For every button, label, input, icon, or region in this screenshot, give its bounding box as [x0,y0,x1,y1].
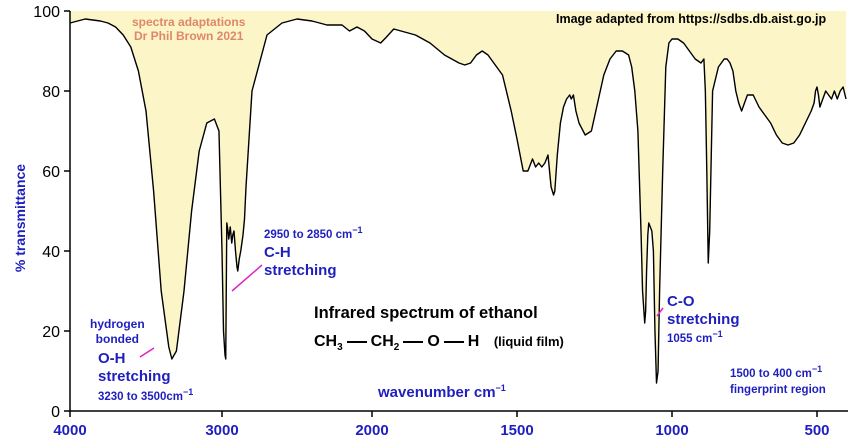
co-label-line-2: stretching [667,311,740,328]
credit-line-1: spectra adaptations [132,15,246,29]
oh-range-text: 3230 to 3500cm [98,390,184,403]
oh-stretching-label: O-H stretching [98,350,171,386]
x-tick-label: 500 [804,422,829,439]
formula-o: O [427,333,440,350]
co-value-label: 1055 cm−1 [667,329,723,345]
oh-bonded-line-1: hydrogen [90,317,145,331]
credit-text: spectra adaptations Dr Phil Brown 2021 [132,15,245,43]
co-value-unit: −1 [712,329,723,339]
plot-layer [69,11,847,384]
formula-bond-2 [403,340,424,343]
formula-h: H [467,333,480,350]
y-tick-label: 80 [42,84,60,101]
y-tick-label: 20 [42,324,60,341]
formula-ch3-sub: 3 [337,342,343,354]
x-tick-label: 4000 [53,422,86,439]
ch-range-unit: −1 [352,225,363,235]
x-axis-label: wavenumber cm−1 [378,383,506,401]
y-tick-label: 40 [42,244,60,261]
x-tick-label: 1000 [655,422,688,439]
y-tick-label: 60 [42,164,60,181]
formula-ch2-sub: 2 [393,342,400,354]
x-tick-label: 3000 [205,422,238,439]
x-axis-label-unit: −1 [495,383,506,393]
fp-range-unit: −1 [811,364,823,374]
y-axis-label: % transmittance [12,163,28,273]
y-tick-label: 100 [33,4,60,21]
ch-stretching-label: C-H stretching [264,244,337,280]
fp-label-text: fingerprint region [730,383,826,396]
oh-pointer-line [139,347,155,358]
y-tick-label: 0 [51,404,60,421]
spectrum-line [69,18,847,384]
oh-bonded-line-2: bonded [95,332,139,346]
oh-bonded-label: hydrogen bonded [90,317,145,347]
ch-range-text: 2950 to 2850 cm [264,228,353,241]
co-pointer-line [656,307,664,317]
fp-range-text: 1500 to 400 cm [730,367,812,380]
ethanol-formula: CH3 CH2 O H (liquid film) [314,333,564,353]
fingerprint-label: 1500 to 400 cm−1 fingerprint region [730,361,826,398]
oh-range-unit: −1 [183,387,194,397]
oh-range-label: 3230 to 3500cm−1 [98,387,193,403]
oh-label-line-2: stretching [98,368,171,385]
credit-line-2: Dr Phil Brown 2021 [134,29,244,43]
x-tick-label: 2000 [355,422,388,439]
formula-ch3: CH [314,333,338,350]
formula-ch2: CH [370,333,394,350]
formula-state: (liquid film) [493,334,564,349]
x-tick-label: 1500 [500,422,533,439]
ch-label-line-1: C-H [264,244,291,261]
co-stretching-label: C-O stretching [667,293,740,329]
co-label-line-1: C-O [667,293,695,310]
oh-label-line-1: O-H [98,350,126,367]
x-axis-label-text: wavenumber cm [378,384,496,401]
ch-range-label: 2950 to 2850 cm−1 [264,225,363,241]
formula-bond-1 [346,340,367,343]
co-value-text: 1055 cm [667,332,713,345]
source-text: Image adapted from https://sdbs.db.aist.… [556,12,827,26]
formula-bond-3 [443,340,464,343]
axis-layer: 0 20 40 60 80 100 4000 3000 2000 1500 1000 500 [33,4,848,439]
ch-pointer-line [231,264,263,292]
ch-label-line-2: stretching [264,262,337,279]
chart-title: Infrared spectrum of ethanol [314,304,538,322]
absorption-fill [70,11,846,383]
